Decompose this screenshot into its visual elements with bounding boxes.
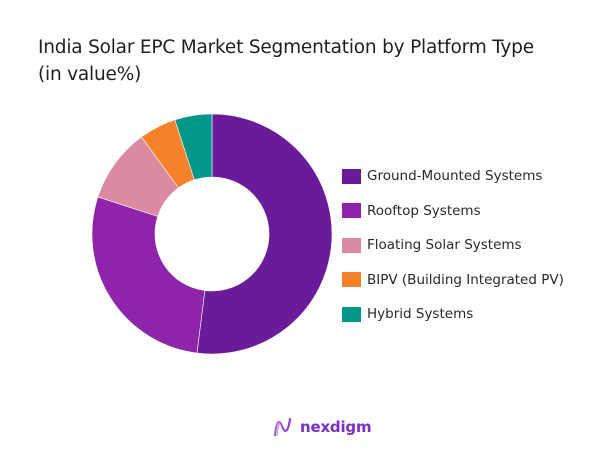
- legend-item-rooftop: Rooftop Systems: [342, 194, 564, 229]
- legend-swatch: [342, 168, 361, 184]
- legend-label: Floating Solar Systems: [367, 237, 522, 254]
- legend-item-bipv: BIPV (Building Integrated PV): [342, 263, 564, 298]
- legend-swatch: [342, 203, 361, 219]
- donut-slice-hybrid-systems: [174, 113, 213, 181]
- legend-item-floating-solar: Floating Solar Systems: [342, 228, 564, 263]
- chart-legend: Ground-Mounted Systems Rooftop Systems F…: [342, 159, 564, 332]
- legend-swatch: [342, 306, 361, 322]
- legend-item-ground-mounted: Ground-Mounted Systems: [342, 159, 564, 194]
- legend-swatch: [342, 237, 361, 253]
- chart-title-line1: India Solar EPC Market Segmentation by P…: [38, 37, 534, 58]
- nexdigm-logo: nexdigm: [272, 416, 372, 438]
- legend-label: Hybrid Systems: [367, 306, 474, 323]
- chart-title: India Solar EPC Market Segmentation by P…: [38, 34, 534, 88]
- donut-slices: [91, 113, 333, 355]
- chart-title-line2: (in value%): [38, 64, 142, 85]
- logo-text: nexdigm: [300, 418, 372, 436]
- donut-slice-ground-mounted-systems: [196, 113, 333, 355]
- legend-item-hybrid: Hybrid Systems: [342, 297, 564, 332]
- nexdigm-wave-icon: [274, 417, 292, 437]
- legend-label: Ground-Mounted Systems: [367, 168, 543, 185]
- legend-label: Rooftop Systems: [367, 202, 481, 219]
- legend-swatch: [342, 272, 361, 288]
- legend-label: BIPV (Building Integrated PV): [367, 271, 564, 288]
- donut-slice-rooftop-systems: [91, 196, 206, 354]
